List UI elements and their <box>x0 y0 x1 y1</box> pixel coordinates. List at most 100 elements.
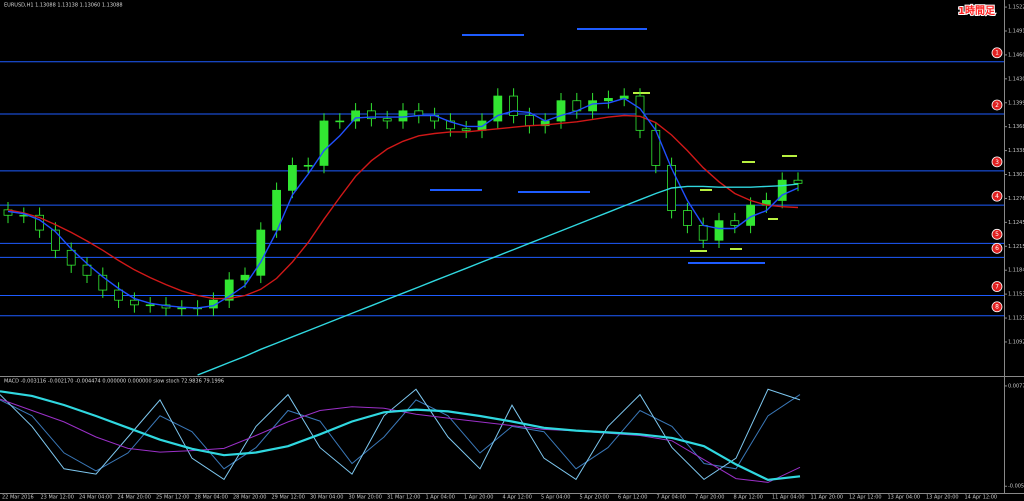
level-label: 5 <box>995 231 999 238</box>
candle-body <box>793 179 803 184</box>
x-tick-label: 28 Mar 04:00 <box>195 495 228 501</box>
level-label: 7 <box>995 283 999 290</box>
level-label: 4 <box>995 193 999 200</box>
candle-body <box>382 118 392 122</box>
candle-body <box>525 115 534 127</box>
level-label: 3 <box>995 159 999 166</box>
x-tick-label: 12 Apr 12:00 <box>849 495 882 501</box>
level-badge <box>991 190 1003 202</box>
y-tick-label: 1.12766 <box>1008 196 1024 202</box>
candle-body <box>683 210 692 226</box>
chart-title: EURUSD,H1 1.13088 1.13138 1.13060 1.1308… <box>4 3 123 9</box>
x-tick-label: 24 Mar 04:00 <box>79 495 112 501</box>
candle-body <box>604 97 613 102</box>
level-badge <box>991 47 1003 59</box>
y-tick-label: 1.12459 <box>1008 220 1024 226</box>
candle-body <box>366 110 376 120</box>
x-tick-label: 5 Apr 04:00 <box>541 495 570 501</box>
x-tick-label: 8 Apr 12:00 <box>734 495 763 501</box>
x-tick-label: 30 Mar 20:00 <box>349 495 382 501</box>
x-tick-label: 6 Apr 12:00 <box>618 495 647 501</box>
x-tick-label: 13 Apr 04:00 <box>888 495 921 501</box>
x-tick-label: 7 Apr 20:00 <box>695 495 724 501</box>
candle-body <box>319 120 329 166</box>
x-tick-label: 24 Mar 20:00 <box>118 495 151 501</box>
candle-body <box>493 95 503 122</box>
candle-body <box>82 264 92 276</box>
candle-body <box>240 274 250 281</box>
candle-body <box>556 100 566 122</box>
y-tick-label: 1.11538 <box>1008 292 1024 298</box>
level-badge <box>991 301 1003 313</box>
y-tick-label: 1.13687 <box>1008 124 1024 130</box>
candle-body <box>351 110 361 122</box>
y-tick-label: 1.14301 <box>1008 76 1024 82</box>
level-badge <box>991 242 1003 254</box>
moving-average <box>197 183 799 376</box>
candle-body <box>129 299 139 306</box>
x-tick-label: 29 Mar 12:00 <box>272 495 305 501</box>
timeframe-note: 1時間足 <box>958 4 996 17</box>
x-tick-label: 30 Mar 04:00 <box>310 495 343 501</box>
y-tick-label: 1.15222 <box>1008 5 1024 11</box>
y-tick-label: 1.12152 <box>1008 244 1024 250</box>
y-tick-label: 1.14608 <box>1008 52 1024 58</box>
candle-body <box>287 165 297 191</box>
candle-body <box>224 279 234 301</box>
y-tick-label: -0.005504 <box>1008 484 1024 490</box>
candle-body <box>256 229 266 276</box>
candle-body <box>398 110 408 122</box>
candle-body <box>445 120 455 130</box>
candle-body <box>145 304 155 307</box>
level-badge <box>991 99 1003 111</box>
level-label: 6 <box>995 245 999 252</box>
x-tick-label: 14 Apr 12:00 <box>965 495 998 501</box>
x-tick-label: 11 Apr 20:00 <box>811 495 844 501</box>
x-tick-label: 7 Apr 04:00 <box>657 495 686 501</box>
y-tick-label: 1.10924 <box>1008 339 1024 345</box>
y-tick-label: 1.13073 <box>1008 172 1024 178</box>
candle-body <box>114 289 123 301</box>
level-badge <box>991 228 1003 240</box>
y-tick-label: 1.11845 <box>1008 268 1024 274</box>
x-tick-label: 1 Apr 04:00 <box>426 495 455 501</box>
y-tick-label: 1.13994 <box>1008 100 1024 106</box>
x-tick-label: 22 Mar 2016 <box>2 495 34 501</box>
level-badge <box>991 281 1003 292</box>
x-tick-label: 4 Apr 12:00 <box>503 495 532 501</box>
indicator-line <box>0 390 801 482</box>
candle-body <box>509 95 519 116</box>
candle-body <box>730 220 740 226</box>
candle-body <box>714 220 724 241</box>
x-tick-label: 28 Mar 20:00 <box>233 495 266 501</box>
y-tick-label: 1.1338 <box>1008 148 1024 154</box>
y-tick-label: 1.14915 <box>1008 28 1024 34</box>
indicator-title: MACD -0.003116 -0.002170 -0.004474 0.000… <box>4 379 224 385</box>
moving-average <box>7 97 799 309</box>
candle-body <box>335 120 345 123</box>
level-label: 2 <box>995 102 999 109</box>
candle-body <box>98 274 108 291</box>
x-tick-label: 23 Mar 12:00 <box>41 495 74 501</box>
x-tick-label: 13 Apr 20:00 <box>926 495 959 501</box>
level-label: 8 <box>995 304 999 311</box>
y-tick-label: 1.11231 <box>1008 316 1024 322</box>
x-tick-label: 31 Mar 12:00 <box>387 495 420 501</box>
level-badge <box>991 156 1003 168</box>
candle-body <box>303 165 313 167</box>
moving-average <box>7 114 799 300</box>
level-label: 1 <box>995 50 999 57</box>
x-tick-label: 25 Mar 12:00 <box>156 495 189 501</box>
candle-body <box>66 249 76 266</box>
x-tick-label: 1 Apr 20:00 <box>464 495 493 501</box>
level-dashes <box>430 28 797 264</box>
indicator-line <box>0 394 801 472</box>
candle-body <box>461 128 471 131</box>
candle-body <box>51 229 60 251</box>
y-tick-label: 0.007745 <box>1008 383 1024 389</box>
x-tick-label: 5 Apr 20:00 <box>580 495 609 501</box>
x-tick-label: 11 Apr 04:00 <box>772 495 805 501</box>
candle-body <box>698 224 708 241</box>
candle-body <box>177 307 187 310</box>
